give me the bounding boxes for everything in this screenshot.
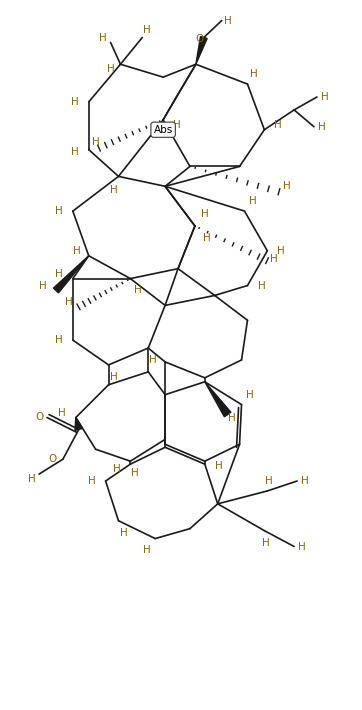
Text: O: O: [49, 454, 57, 464]
Text: H: H: [55, 268, 63, 278]
Text: H: H: [99, 33, 106, 43]
Text: H: H: [245, 390, 253, 400]
Text: H: H: [65, 297, 73, 307]
Text: H: H: [58, 408, 66, 417]
Text: H: H: [249, 69, 257, 80]
Text: H: H: [318, 121, 326, 132]
Text: H: H: [55, 206, 63, 216]
Text: O: O: [196, 35, 204, 45]
Text: H: H: [88, 476, 96, 486]
Text: H: H: [228, 413, 236, 422]
Text: H: H: [107, 64, 114, 75]
Text: H: H: [277, 246, 285, 256]
Polygon shape: [54, 256, 89, 293]
Text: H: H: [265, 476, 273, 486]
Text: H: H: [262, 537, 270, 547]
Polygon shape: [75, 417, 83, 430]
Text: H: H: [110, 372, 117, 382]
Text: H: H: [301, 476, 309, 486]
Text: Abs: Abs: [153, 125, 173, 135]
Text: H: H: [92, 136, 100, 147]
Text: H: H: [55, 335, 63, 345]
Text: H: H: [321, 92, 329, 102]
Text: H: H: [249, 196, 256, 206]
Text: H: H: [131, 468, 139, 478]
Text: H: H: [39, 280, 47, 290]
Text: H: H: [203, 233, 211, 243]
Text: H: H: [298, 542, 306, 552]
Text: H: H: [119, 528, 127, 537]
Text: H: H: [274, 120, 282, 130]
Text: H: H: [110, 185, 117, 195]
Text: H: H: [173, 120, 181, 130]
Text: H: H: [224, 16, 232, 26]
Text: O: O: [35, 412, 43, 422]
Text: H: H: [113, 464, 121, 474]
Polygon shape: [205, 382, 231, 417]
Text: H: H: [215, 461, 223, 471]
Text: H: H: [134, 285, 142, 295]
Text: H: H: [270, 253, 278, 263]
Text: H: H: [283, 181, 291, 191]
Text: H: H: [28, 474, 36, 484]
Text: H: H: [71, 146, 79, 157]
Text: H: H: [201, 209, 209, 219]
Text: H: H: [71, 97, 79, 107]
Text: H: H: [143, 545, 151, 555]
Polygon shape: [196, 36, 207, 64]
Text: H: H: [150, 355, 157, 365]
Text: H: H: [257, 280, 265, 290]
Text: H: H: [73, 246, 81, 256]
Text: H: H: [143, 25, 151, 35]
